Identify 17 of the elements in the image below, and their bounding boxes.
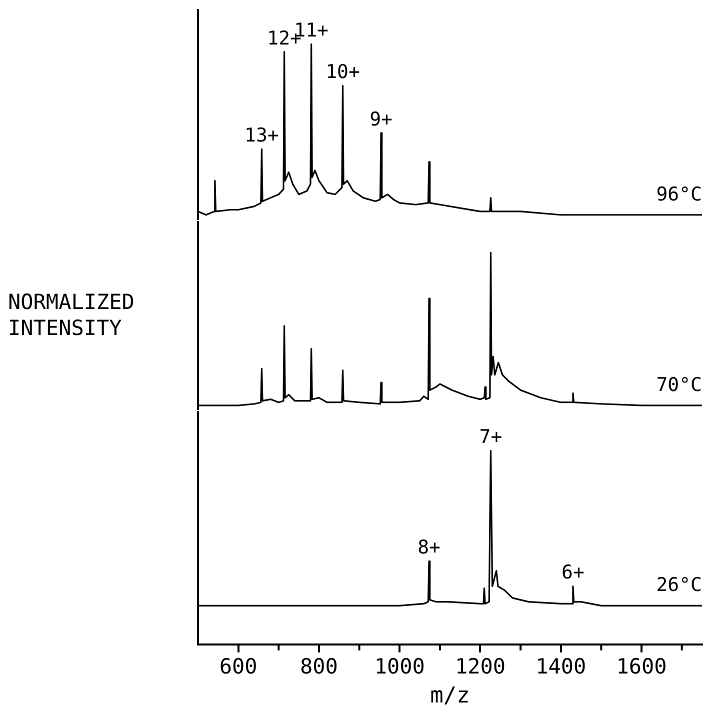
series-label: 70°C <box>656 374 702 396</box>
annotation: 6+ <box>562 562 584 584</box>
y-axis-title: NORMALIZED INTENSITY <box>8 289 136 341</box>
annotation: 8+ <box>418 536 440 559</box>
x-tick-label: 1400 <box>536 654 586 678</box>
series-label: 26°C <box>656 574 702 596</box>
x-tick-label: 800 <box>300 654 338 678</box>
series-label: 96°C <box>656 183 702 206</box>
annotation: 9+ <box>370 108 392 130</box>
annotation: 13+ <box>244 124 279 147</box>
x-axis-title: m/z <box>430 684 470 709</box>
x-tick-label: 1600 <box>616 654 667 678</box>
x-tick-label: 1000 <box>374 654 425 678</box>
x-tick-label: 600 <box>219 654 258 678</box>
annotation: 10+ <box>326 61 360 84</box>
x-tick-label: 1200 <box>454 654 506 678</box>
annotation: 7+ <box>479 426 502 448</box>
